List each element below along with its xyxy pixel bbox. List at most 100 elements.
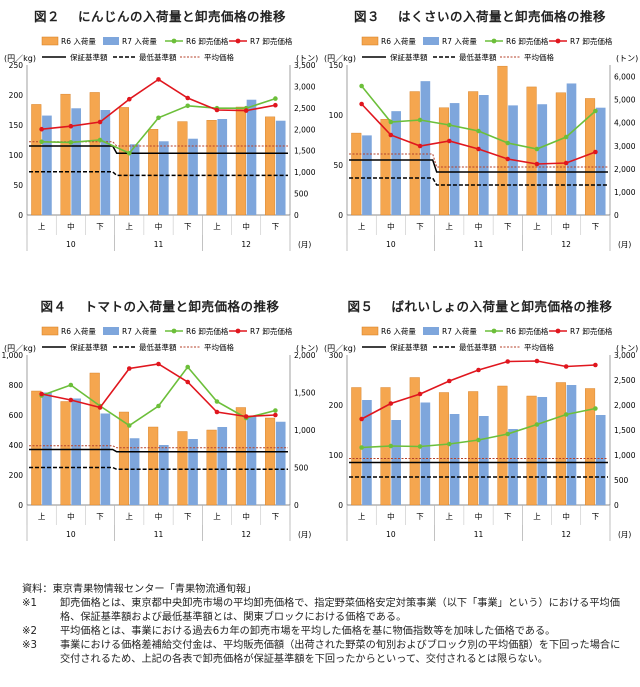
r7-price-point [39, 126, 44, 132]
left-tick-label: 1,000 [2, 351, 24, 360]
r6-price-point [388, 119, 394, 125]
right-tick-label: 0 [614, 501, 619, 510]
x-tick-period: 下 [96, 512, 104, 521]
source-label: 資料： [22, 584, 53, 595]
x-tick-period: 下 [592, 222, 600, 231]
bar-r6-volume [235, 106, 246, 216]
footnote-text: 平均価格とは、事業における過去6カ年の卸売市場を平均した価格を基に物価指数等を加… [60, 626, 556, 637]
left-tick-label: 50 [333, 161, 343, 170]
legend-label-r6-volume: R6 入荷量 [61, 326, 96, 336]
legend-label-r7-volume: R7 入荷量 [442, 326, 477, 336]
left-tick-label: 300 [329, 351, 344, 360]
left-tick-label: 800 [9, 381, 24, 390]
x-month-label: 11 [154, 240, 164, 249]
bar-r7-volume [479, 95, 489, 215]
bar-r7-volume [100, 413, 111, 505]
chart-title: 図２ にんじんの入荷量と卸売価格の推移 [0, 6, 320, 25]
r6-price-point [214, 399, 220, 404]
legend-marker-r7-price [555, 328, 561, 334]
r6-price-point [505, 431, 511, 437]
x-tick-period: 下 [272, 512, 280, 521]
x-tick-period: 上 [533, 222, 541, 231]
bar-r7-volume [362, 135, 372, 215]
r7-price-point [505, 156, 511, 162]
legend-label-minimum: 最低基準額 [139, 342, 177, 352]
bar-r6-volume [60, 401, 71, 506]
r7-price-point [273, 412, 278, 418]
r7-price-point [156, 77, 161, 82]
chart-plot-area: (円／kg) (トン) R6 入荷量 R7 入荷量 R6 卸売価格 R7 卸売価格保証基準… [2, 326, 318, 541]
chart-plot-area: (円／kg) (トン) R6 入荷量 R7 入荷量 R6 卸売価格 R7 卸売価格保証基準… [4, 36, 318, 251]
r7-price-point [68, 123, 74, 129]
bar-r6-volume [89, 372, 100, 506]
left-tick-label: 0 [338, 211, 343, 220]
bar-r7-volume [159, 141, 169, 215]
r7-price-point [505, 359, 511, 364]
x-month-label: 11 [154, 530, 164, 539]
footnote-mark: ※3 [22, 640, 38, 651]
bar-r7-volume [595, 107, 606, 215]
left-tick-label: 100 [329, 111, 344, 120]
legend-marker-r7-price [235, 38, 241, 44]
right-tick-label: 500 [294, 464, 309, 473]
r7-price-point [39, 391, 44, 397]
r6-price-point [417, 444, 423, 449]
legend-swatch-r7-volume [103, 327, 119, 335]
left-tick-label: 150 [329, 61, 344, 70]
right-tick-label: 4,000 [614, 119, 636, 128]
right-tick-label: 1,000 [614, 188, 636, 197]
r6-price-point [417, 117, 423, 123]
x-month-label: 12 [561, 240, 571, 249]
r7-price-point [563, 160, 569, 166]
bar-r6-volume [118, 107, 129, 216]
right-axis-unit: (トン) [616, 344, 638, 353]
r6-price-point [476, 437, 481, 443]
left-tick-label: 200 [9, 471, 24, 480]
bar-r7-volume [479, 416, 489, 505]
bar-r7-volume [275, 421, 286, 505]
bar-r7-volume [449, 414, 460, 505]
r7-price-point [446, 138, 452, 144]
bar-r6-volume [526, 395, 537, 506]
legend-label-average: 平均価格 [524, 342, 554, 352]
legend-label-average: 平均価格 [204, 342, 234, 352]
right-tick-label: 3,000 [294, 82, 316, 91]
x-tick-period: 上 [38, 512, 46, 521]
legend-label-guarantee: 保証基準額 [70, 52, 108, 62]
left-tick-label: 0 [18, 211, 23, 220]
right-tick-label: 0 [294, 501, 299, 510]
x-tick-period: 中 [562, 221, 570, 231]
x-month-label: 11 [474, 530, 484, 539]
legend-label-minimum: 最低基準額 [139, 52, 177, 62]
r6-price-point [593, 108, 598, 114]
x-axis-unit: (月) [298, 240, 311, 249]
r7-price-point [593, 362, 598, 368]
legend-swatch-r7-volume [103, 37, 119, 45]
line-minimum [349, 177, 608, 186]
line-minimum [29, 466, 288, 471]
figure-number: 図２ [33, 9, 60, 24]
left-tick-label: 400 [9, 441, 24, 450]
legend-marker-r6-price [491, 38, 497, 44]
r7-price-point [593, 149, 598, 155]
legend-label-guarantee: 保証基準額 [70, 342, 108, 352]
x-tick-period: 下 [416, 512, 424, 521]
r6-price-point [126, 150, 132, 156]
bar-r6-volume [468, 91, 479, 216]
bar-r6-volume [409, 91, 420, 216]
x-tick-period: 上 [126, 222, 134, 231]
r6-price-point [476, 128, 481, 134]
left-axis-unit: (円／kg) [4, 344, 36, 353]
footnote-mark: ※2 [22, 626, 38, 637]
right-tick-label: 1,000 [294, 168, 316, 177]
bar-r6-volume [380, 119, 391, 216]
legend-label-r7-price: R7 卸売価格 [570, 326, 613, 336]
bar-r6-volume [438, 392, 449, 506]
left-tick-label: 100 [9, 151, 24, 160]
r6-price-point [273, 96, 278, 101]
legend-swatch-r6-volume [361, 36, 379, 46]
bar-r6-volume [89, 92, 100, 216]
bar-r6-volume [206, 120, 217, 216]
bar-r6-volume [468, 391, 479, 506]
left-tick-label: 250 [9, 61, 24, 70]
